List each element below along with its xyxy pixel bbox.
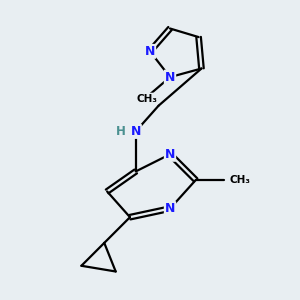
Text: N: N — [130, 125, 141, 138]
Text: CH₃: CH₃ — [136, 94, 157, 103]
Text: N: N — [165, 202, 175, 215]
Text: H: H — [116, 125, 126, 138]
Text: N: N — [165, 148, 175, 161]
Text: N: N — [145, 45, 155, 58]
Text: CH₃: CH₃ — [230, 175, 250, 185]
Text: N: N — [165, 70, 175, 84]
